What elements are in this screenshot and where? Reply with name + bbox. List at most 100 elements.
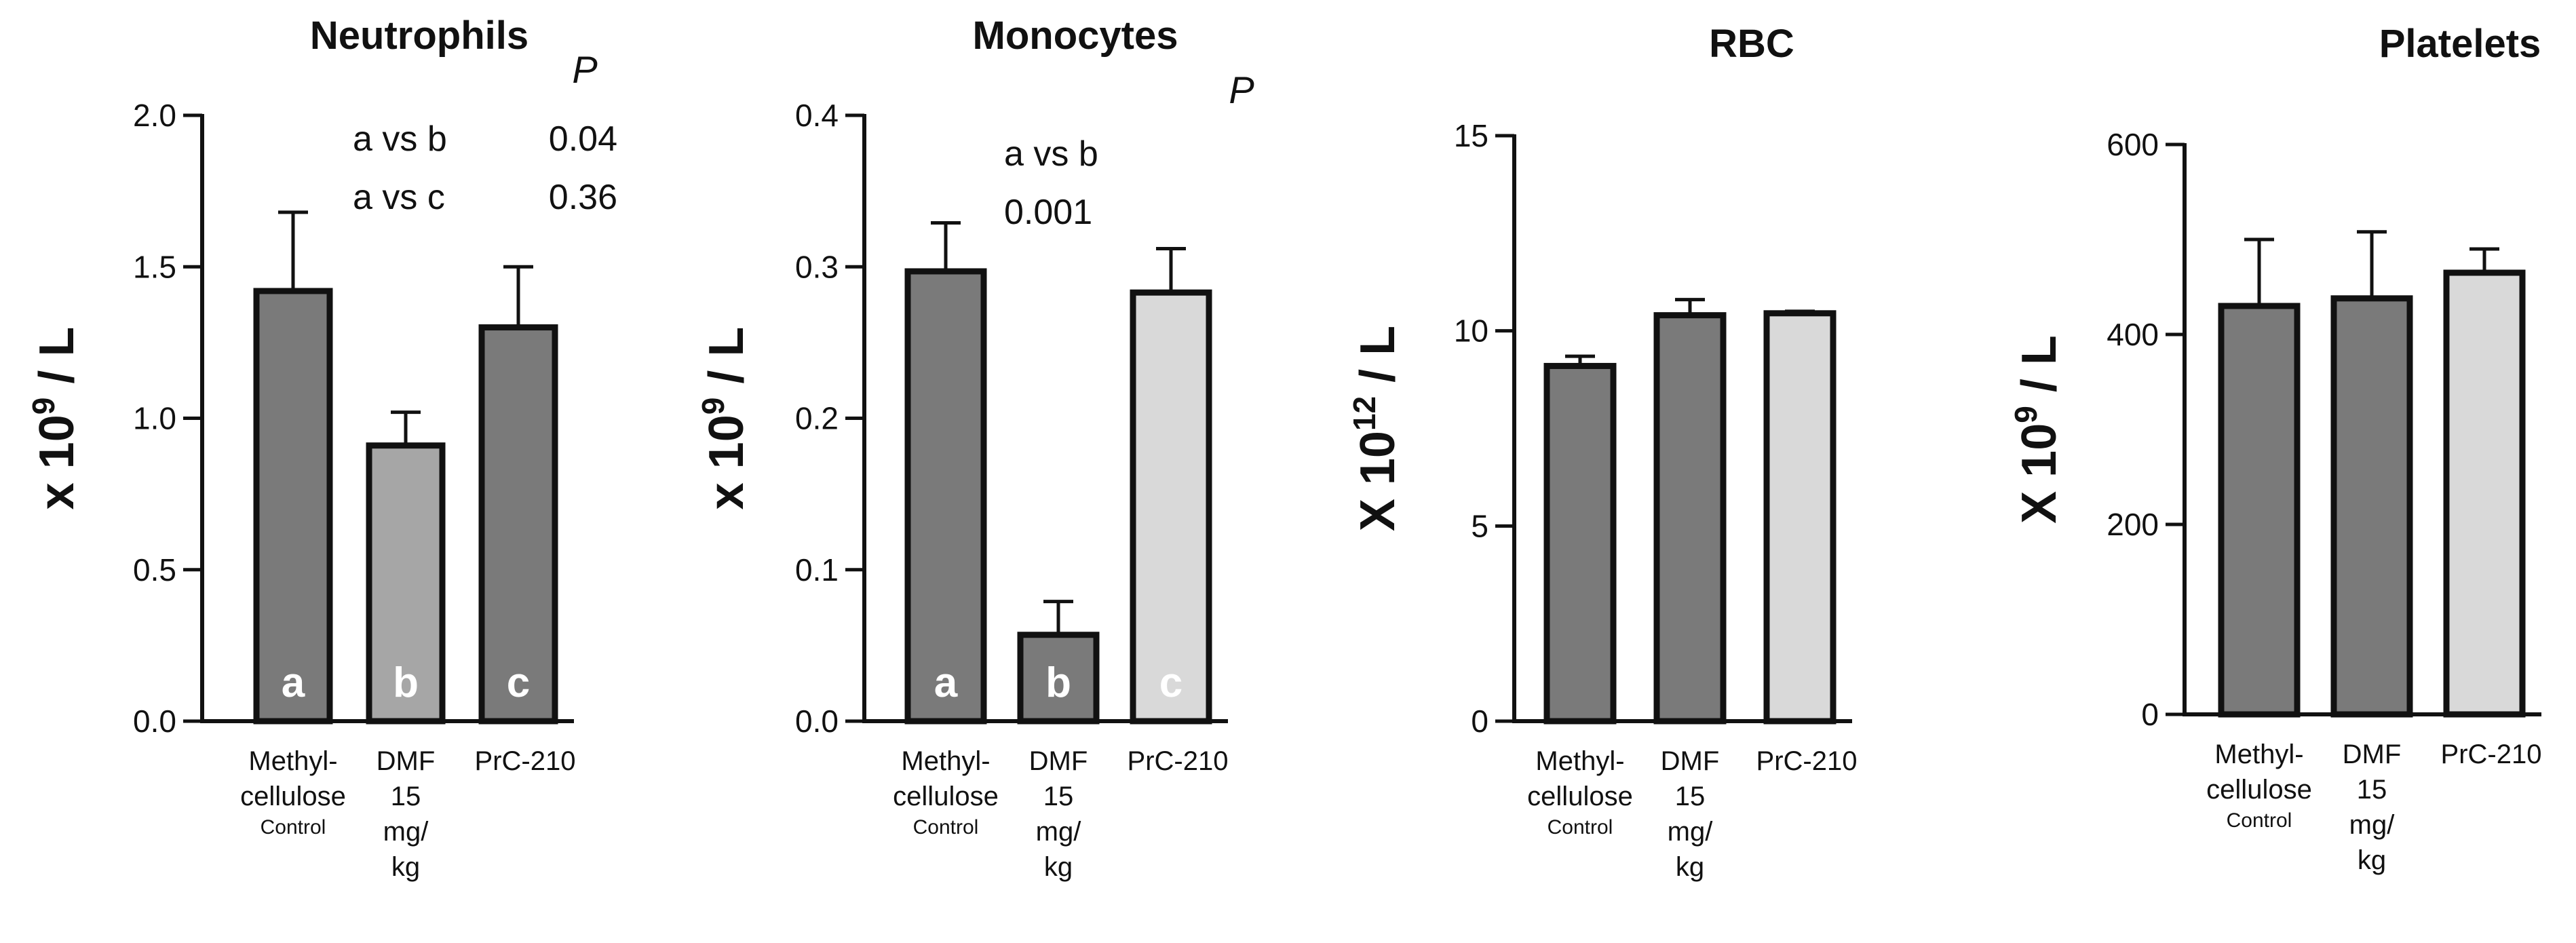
- category-label: Methyl-: [248, 746, 337, 776]
- category-label: mg/: [1668, 817, 1714, 847]
- bar-1: [2330, 295, 2413, 718]
- y-axis-label-unit: / L: [2012, 335, 2066, 406]
- chart-panel-rbc: RBC 0 5 10 15 X 1012 / L Methyl-cellulose Contr…: [1347, 22, 1857, 882]
- bar-letter: a: [934, 659, 958, 706]
- category-label: kg: [2358, 845, 2386, 875]
- y-tick-label: 200: [2107, 507, 2159, 542]
- category-label: 15: [391, 782, 421, 811]
- bar-1: [1653, 312, 1727, 725]
- y-axis-label-unit: / L: [1351, 326, 1405, 396]
- y-axis-label-base: x 10: [699, 415, 754, 509]
- y-tick-label: 0.2: [795, 401, 839, 436]
- p-value: 0.04: [549, 119, 617, 159]
- y-axis-label-base: x 10: [30, 415, 84, 509]
- bar-letter: b: [1045, 659, 1071, 706]
- category-label: DMF: [1029, 746, 1088, 776]
- y-axis-label-exponent: 9: [2008, 406, 2043, 423]
- category-label: cellulose: [1527, 782, 1633, 811]
- y-tick-label: 0.4: [795, 98, 839, 133]
- category-label: cellulose: [2206, 775, 2312, 805]
- bar-0: [904, 268, 987, 725]
- category-label: 15: [1043, 782, 1074, 811]
- y-tick-label: 0.1: [795, 552, 839, 588]
- bar-2: [478, 324, 558, 725]
- y-axis-label-unit: / L: [699, 327, 754, 398]
- category-label: DMF: [1661, 746, 1720, 776]
- category-label: 15: [1675, 782, 1706, 811]
- bar-2: [2443, 269, 2526, 718]
- category-label: cellulose: [893, 782, 999, 811]
- y-axis-label-unit: / L: [30, 327, 84, 398]
- chart-panel-platelets: Platelets 0 200 400 600 X 109 / L Methyl-cellu…: [2008, 22, 2541, 875]
- p-value-header: P: [572, 48, 597, 91]
- bar-1: [1017, 632, 1100, 725]
- bar-1: [366, 442, 446, 725]
- y-axis-label: X 109 / L: [2008, 335, 2066, 524]
- bar-0: [253, 288, 333, 725]
- bar-0: [1543, 362, 1617, 725]
- bar-letter: c: [507, 659, 530, 706]
- y-tick-label: 10: [1454, 313, 1488, 349]
- category-label: Control: [1547, 816, 1613, 839]
- category-label: Methyl-: [901, 746, 990, 776]
- y-tick-label: 5: [1471, 508, 1488, 543]
- bar-2: [1130, 289, 1212, 725]
- y-axis-label-exponent: 12: [1347, 396, 1382, 431]
- bar-letter: c: [1159, 659, 1183, 706]
- comparison-label: a vs b: [353, 119, 447, 159]
- chart-title: RBC: [1709, 22, 1794, 66]
- bar-0: [2218, 303, 2301, 718]
- y-tick-label: 0.3: [795, 249, 839, 284]
- category-label: mg/: [2349, 810, 2396, 840]
- category-label: PrC-210: [2441, 739, 2542, 769]
- y-tick-label: 0.0: [795, 704, 839, 739]
- comparison-label: a vs b: [1004, 134, 1098, 174]
- p-value: 0.001: [1004, 193, 1092, 232]
- y-tick-label: 0: [1471, 704, 1488, 739]
- category-label: Control: [913, 816, 979, 839]
- bar-2: [1763, 310, 1837, 725]
- y-tick-label: 2.0: [133, 98, 176, 133]
- category-label: Methyl-: [1535, 746, 1624, 776]
- chart-title: Neutrophils: [310, 14, 528, 58]
- category-label: kg: [391, 852, 420, 882]
- y-tick-label: 0.5: [133, 552, 176, 588]
- y-axis-label-base: X 10: [1351, 431, 1405, 531]
- y-tick-label: 0: [2141, 697, 2159, 732]
- category-label: PrC-210: [475, 746, 576, 776]
- y-tick-label: 1.5: [133, 249, 176, 284]
- category-label: Control: [261, 816, 326, 839]
- y-tick-label: 400: [2107, 317, 2159, 352]
- y-axis-label-exponent: 9: [695, 398, 731, 415]
- y-axis-label: X 1012 / L: [1347, 326, 1405, 531]
- category-label: PrC-210: [1128, 746, 1229, 776]
- category-label: mg/: [1036, 817, 1082, 847]
- bar-letter: a: [282, 659, 305, 706]
- category-label: DMF: [2343, 739, 2402, 769]
- chart-title: Monocytes: [973, 14, 1178, 58]
- y-tick-label: 0.0: [133, 704, 176, 739]
- category-label: kg: [1044, 852, 1073, 882]
- y-axis-label-exponent: 9: [26, 398, 61, 415]
- category-label: 15: [2357, 775, 2387, 805]
- p-value: 0.36: [549, 178, 617, 217]
- y-axis-label-base: X 10: [2012, 423, 2066, 524]
- category-label: mg/: [383, 817, 429, 847]
- category-label: Control: [2227, 809, 2292, 832]
- category-label: Methyl-: [2214, 739, 2303, 769]
- category-label: DMF: [377, 746, 436, 776]
- category-label: PrC-210: [1756, 746, 1858, 776]
- y-tick-label: 1.0: [133, 401, 176, 436]
- category-label: kg: [1676, 852, 1704, 882]
- chart-panel-monocytes: Monocytes 0.0 0.1 0.2 0.3 0.4 x 109 / L a Methyl…: [695, 14, 1254, 882]
- chart-panel-neutrophils: Neutrophils 0.0 0.5 1.0 1.5 2.0 x 109 / L a Meth…: [26, 14, 617, 882]
- y-axis-label: x 109 / L: [695, 327, 754, 510]
- p-value-header: P: [1229, 69, 1254, 111]
- category-label: cellulose: [240, 782, 346, 811]
- y-tick-label: 600: [2107, 127, 2159, 162]
- bar-letter: b: [393, 659, 419, 706]
- y-tick-label: 15: [1454, 118, 1488, 153]
- chart-title: Platelets: [2379, 22, 2541, 66]
- comparison-label: a vs c: [353, 178, 445, 217]
